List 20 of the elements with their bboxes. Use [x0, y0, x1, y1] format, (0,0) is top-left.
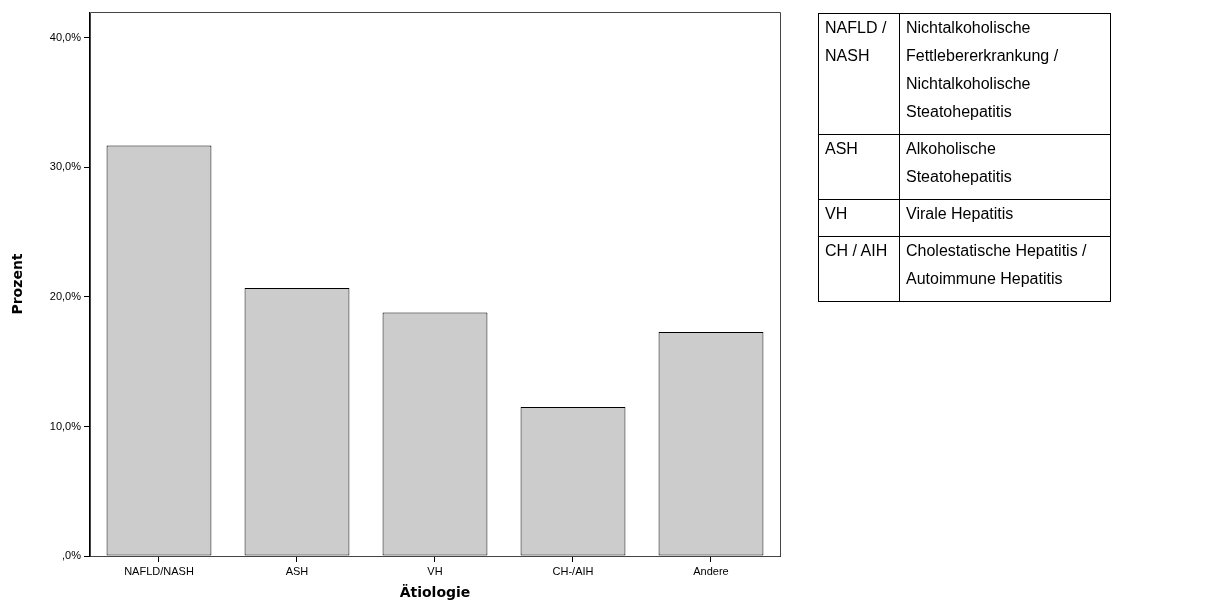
text: Nichtalkoholische Fettlebererkrankung / Nichtalkoholische Steatohepatitis	[899, 13, 1111, 135]
y-tick-label: 30,0%	[49, 160, 82, 173]
text: CH / AIH	[818, 236, 900, 302]
text: Virale Hepatitis	[899, 199, 1111, 237]
text: VH	[818, 199, 900, 237]
x-tick-label: NAFLD/NASH	[124, 564, 194, 577]
x-tick-label: ASH	[285, 564, 309, 577]
x-tick-label: VH	[427, 564, 443, 577]
y-tick-label: 10,0%	[49, 419, 82, 432]
text: Alkoholische Steatohepatitis	[899, 134, 1111, 200]
text: Cholestatische Hepatitis / Autoimmune Hepatitis	[899, 236, 1111, 302]
text: NAFLD / NASH	[818, 13, 900, 135]
y-tick-label: ,0%	[62, 549, 82, 562]
y-tick-label: 20,0%	[49, 289, 82, 302]
text: ASH	[818, 134, 900, 200]
x-tick-label: Andere	[693, 564, 729, 577]
x-axis-title: Ätiologie	[399, 584, 471, 601]
y-axis-title: Prozent	[9, 253, 26, 315]
x-tick-label: CH-/AIH	[552, 564, 594, 577]
y-tick-label: 40,0%	[49, 30, 82, 43]
